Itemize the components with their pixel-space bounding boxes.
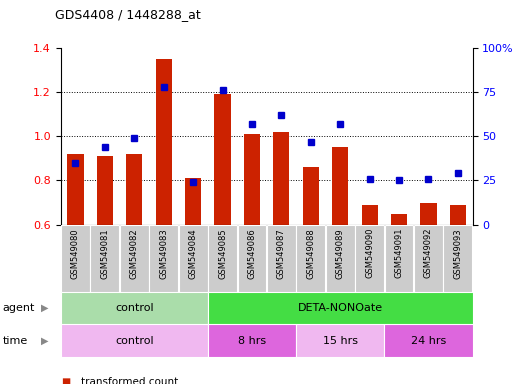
- Text: GSM549091: GSM549091: [394, 228, 403, 278]
- Text: GSM549087: GSM549087: [277, 228, 286, 279]
- Bar: [391, 214, 407, 225]
- Bar: [61, 292, 208, 324]
- Text: agent: agent: [3, 303, 35, 313]
- Bar: [120, 225, 149, 292]
- Bar: [208, 324, 296, 357]
- Bar: [414, 225, 443, 292]
- Bar: [244, 134, 260, 225]
- Bar: [97, 156, 113, 225]
- Bar: [296, 324, 384, 357]
- Bar: [90, 225, 119, 292]
- Text: GSM549088: GSM549088: [306, 228, 315, 279]
- Bar: [450, 205, 466, 225]
- Bar: [214, 94, 231, 225]
- Bar: [296, 225, 325, 292]
- Text: GSM549084: GSM549084: [188, 228, 197, 279]
- Text: GSM549082: GSM549082: [130, 228, 139, 279]
- Bar: [362, 205, 378, 225]
- Text: control: control: [115, 336, 154, 346]
- Bar: [149, 225, 178, 292]
- Text: GSM549081: GSM549081: [100, 228, 109, 279]
- Bar: [178, 225, 208, 292]
- Bar: [332, 147, 348, 225]
- Bar: [274, 132, 289, 225]
- Bar: [208, 225, 237, 292]
- Bar: [326, 225, 355, 292]
- Text: 24 hrs: 24 hrs: [411, 336, 446, 346]
- Bar: [384, 324, 473, 357]
- Text: control: control: [115, 303, 154, 313]
- Bar: [303, 167, 319, 225]
- Text: ■: ■: [61, 377, 70, 384]
- Text: ▶: ▶: [41, 303, 49, 313]
- Text: GSM549093: GSM549093: [454, 228, 463, 279]
- Bar: [355, 225, 384, 292]
- Text: ▶: ▶: [41, 336, 49, 346]
- Bar: [444, 225, 472, 292]
- Text: DETA-NONOate: DETA-NONOate: [298, 303, 383, 313]
- Text: GSM549086: GSM549086: [248, 228, 257, 279]
- Text: transformed count: transformed count: [81, 377, 178, 384]
- Text: 8 hrs: 8 hrs: [238, 336, 266, 346]
- Bar: [208, 292, 473, 324]
- Bar: [156, 59, 172, 225]
- Text: GSM549080: GSM549080: [71, 228, 80, 279]
- Text: GSM549083: GSM549083: [159, 228, 168, 279]
- Text: GSM549092: GSM549092: [424, 228, 433, 278]
- Text: GSM549085: GSM549085: [218, 228, 227, 279]
- Bar: [61, 324, 208, 357]
- Bar: [68, 154, 83, 225]
- Bar: [420, 203, 437, 225]
- Bar: [384, 225, 413, 292]
- Text: time: time: [3, 336, 28, 346]
- Bar: [61, 225, 90, 292]
- Bar: [126, 154, 143, 225]
- Bar: [185, 178, 201, 225]
- Bar: [238, 225, 266, 292]
- Text: GSM549089: GSM549089: [336, 228, 345, 279]
- Text: 15 hrs: 15 hrs: [323, 336, 357, 346]
- Text: GSM549090: GSM549090: [365, 228, 374, 278]
- Text: GDS4408 / 1448288_at: GDS4408 / 1448288_at: [55, 8, 201, 21]
- Bar: [267, 225, 296, 292]
